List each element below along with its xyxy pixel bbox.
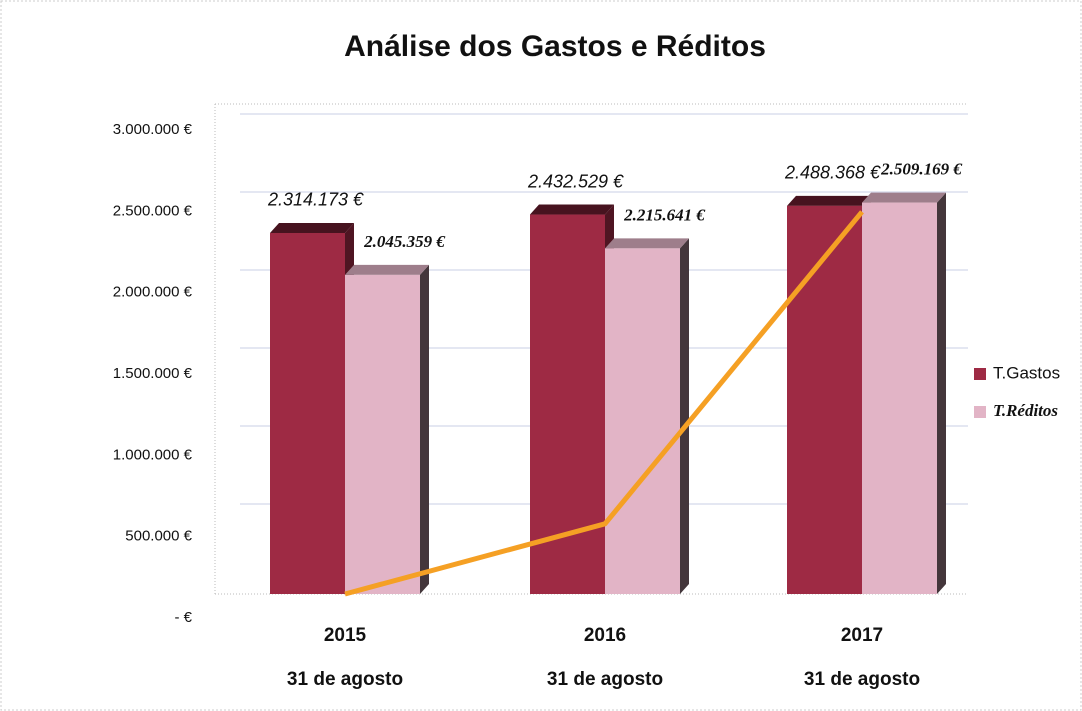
x-tick-sublabel: 31 de agosto — [547, 669, 663, 690]
y-tick-label: 2.000.000 € — [113, 284, 193, 301]
bar-top — [862, 192, 946, 203]
bar — [345, 274, 420, 594]
bar-top — [787, 195, 871, 206]
bar — [530, 214, 605, 594]
value-label: 2.488.368 € — [784, 163, 881, 183]
x-tick-sublabel: 31 de agosto — [287, 669, 403, 690]
bar — [862, 202, 937, 594]
y-tick-label: 1.500.000 € — [113, 365, 193, 382]
bar-side — [937, 192, 946, 594]
x-tick-label: 2017 — [841, 625, 883, 646]
bar — [270, 232, 345, 594]
bar — [787, 205, 862, 595]
y-tick-label: 500.000 € — [125, 528, 192, 545]
y-tick-label: 3.000.000 € — [113, 121, 193, 138]
value-label: 2.509.169 € — [880, 159, 962, 178]
legend-label: T.Gastos — [993, 363, 1060, 382]
chart-title: Análise dos Gastos e Réditos — [344, 30, 766, 63]
legend-label: T.Réditos — [993, 401, 1058, 420]
x-tick-label: 2016 — [584, 625, 626, 646]
y-tick-label: - € — [174, 609, 192, 626]
bar — [605, 248, 680, 595]
y-tick-label: 1.000.000 € — [113, 446, 193, 463]
bar-top — [270, 222, 354, 233]
value-label: 2.045.359 € — [363, 232, 445, 251]
legend-swatch — [974, 406, 986, 418]
y-tick-label: 2.500.000 € — [113, 202, 193, 219]
x-tick-sublabel: 31 de agosto — [804, 669, 920, 690]
value-label: 2.215.641 € — [623, 205, 705, 224]
value-label: 2.314.173 € — [267, 190, 364, 210]
x-tick-label: 2015 — [324, 625, 367, 646]
bar-top — [530, 204, 614, 215]
line-series — [344, 210, 864, 597]
bar-top — [605, 238, 689, 249]
bar-side — [420, 264, 429, 594]
bar-side — [680, 238, 689, 595]
legend-swatch — [974, 368, 986, 380]
value-label: 2.432.529 € — [527, 171, 624, 191]
bar-top — [345, 264, 429, 275]
